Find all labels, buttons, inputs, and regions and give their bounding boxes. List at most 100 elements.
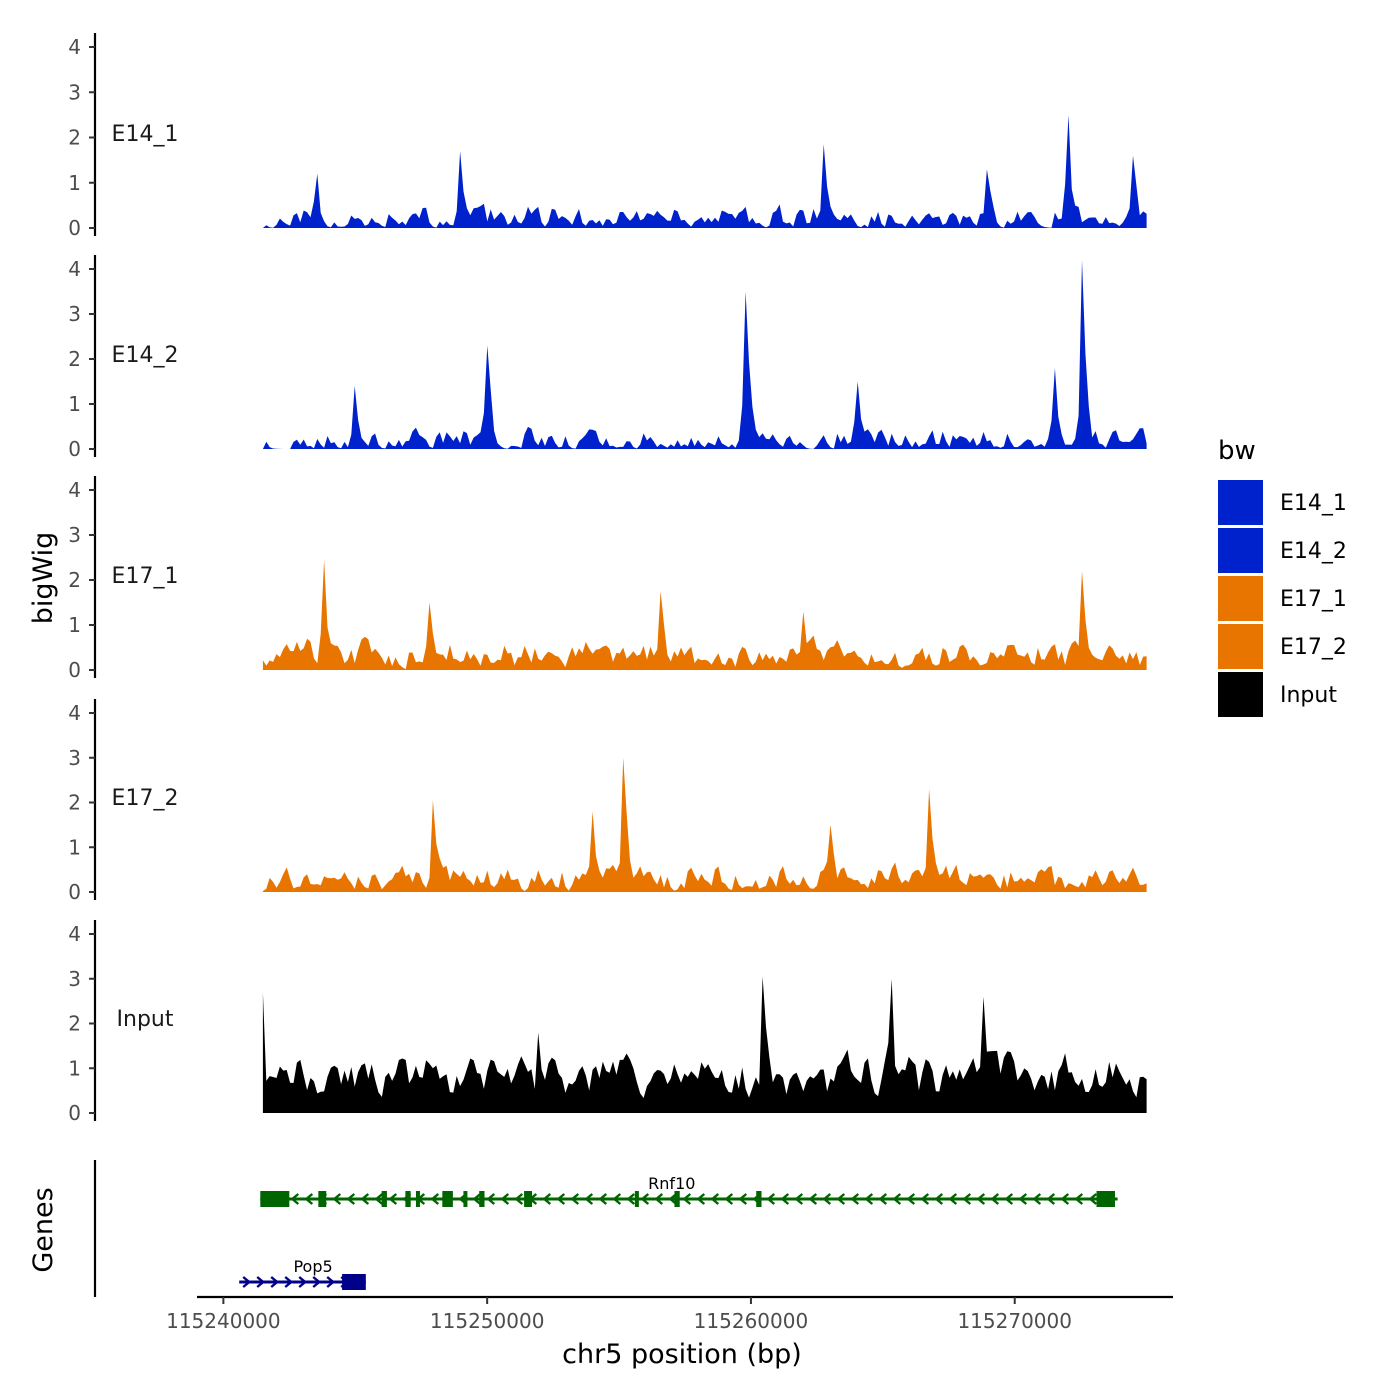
strand-arrow xyxy=(682,1193,692,1205)
strand-arrow xyxy=(934,1193,944,1205)
track-label: E17_2 xyxy=(112,786,179,811)
strand-arrow xyxy=(360,1193,370,1205)
legend-swatch xyxy=(1218,480,1263,525)
strand-arrow xyxy=(486,1193,496,1205)
strand-arrow xyxy=(290,1193,300,1205)
legend-label: E14_2 xyxy=(1280,539,1347,564)
strand-arrow xyxy=(298,1276,308,1288)
y-tick-label: 0 xyxy=(68,880,81,904)
strand-arrow xyxy=(794,1193,804,1205)
legend-title: bw xyxy=(1218,436,1256,466)
gene-track: Pop5 Rnf10 xyxy=(93,1160,1118,1297)
y-tick-label: 0 xyxy=(68,658,81,682)
strand-arrow xyxy=(668,1193,678,1205)
y-tick-label: 0 xyxy=(68,437,81,461)
y-tick-label: 2 xyxy=(68,791,81,815)
signal-area-e17-2 xyxy=(262,757,1147,892)
legend-label: E14_1 xyxy=(1280,491,1347,516)
legend-item-e14-1: E14_1 xyxy=(1218,480,1347,525)
strand-arrow xyxy=(500,1193,510,1205)
y-tick-label: 3 xyxy=(68,523,81,547)
exon xyxy=(634,1191,639,1207)
track-label: E14_2 xyxy=(112,343,179,368)
strand-arrow xyxy=(430,1193,440,1205)
strand-arrow xyxy=(270,1276,280,1288)
track-e17-2: 0 1 2 3 4 E17_2 xyxy=(68,699,1147,904)
x-tick-label: 115240000 xyxy=(166,1309,281,1333)
exon xyxy=(318,1191,327,1207)
legend-swatch xyxy=(1218,576,1263,621)
strand-arrow xyxy=(1004,1193,1014,1205)
legend-swatch xyxy=(1218,624,1263,669)
y-tick-label: 4 xyxy=(68,35,81,59)
y-tick-label: 3 xyxy=(68,80,81,104)
y-tick-label: 2 xyxy=(68,1012,81,1036)
strand-arrow xyxy=(374,1193,384,1205)
strand-arrow xyxy=(780,1193,790,1205)
y-tick-label: 1 xyxy=(68,392,81,416)
track-e14-1: 0 1 2 3 4 E14_1 xyxy=(68,33,1147,240)
strand-arrow xyxy=(304,1193,314,1205)
strand-arrow xyxy=(906,1193,916,1205)
gene-label: Rnf10 xyxy=(648,1174,695,1193)
strand-arrow xyxy=(1018,1193,1028,1205)
y-tick-label: 2 xyxy=(68,347,81,371)
legend-label: Input xyxy=(1280,683,1337,708)
y-tick-label: 4 xyxy=(68,701,81,725)
x-tick-label: 115260000 xyxy=(694,1309,809,1333)
legend-item-input: Input xyxy=(1218,672,1337,717)
strand-arrow xyxy=(920,1193,930,1205)
strand-arrow xyxy=(948,1193,958,1205)
signal-area-e14-1 xyxy=(262,114,1147,228)
legend-swatch xyxy=(1218,672,1263,717)
strand-arrow xyxy=(808,1193,818,1205)
strand-arrow xyxy=(976,1193,986,1205)
x-tick-label: 115250000 xyxy=(430,1309,545,1333)
signal-tracks: 0 1 2 3 4 E14_1 0 1 2 3 4 E14_2 0 1 2 3 4 E17_1 0 1 2 3 4 E17_2… xyxy=(68,33,1147,1125)
strand-arrow xyxy=(1046,1193,1056,1205)
legend: bw E14_1 E14_2 E17_1 E17_2 Input xyxy=(1218,436,1347,717)
y-tick-label: 0 xyxy=(68,216,81,240)
exon xyxy=(405,1191,411,1207)
exon xyxy=(260,1191,274,1207)
strand-arrow xyxy=(836,1193,846,1205)
y-tick-label: 3 xyxy=(68,967,81,991)
track-e17-1: 0 1 2 3 4 E17_1 xyxy=(68,476,1147,682)
y-tick-label: 1 xyxy=(68,835,81,859)
y-tick-label: 1 xyxy=(68,613,81,637)
signal-area-e14-2 xyxy=(262,260,1147,449)
legend-swatch xyxy=(1218,528,1263,573)
strand-arrow xyxy=(654,1193,664,1205)
strand-arrow xyxy=(766,1193,776,1205)
y-tick-label: 4 xyxy=(68,922,81,946)
gene-label: Pop5 xyxy=(293,1257,332,1276)
strand-arrow xyxy=(1074,1193,1084,1205)
genes-axis-title: Genes xyxy=(28,1187,59,1272)
gene-pop5: Pop5 xyxy=(239,1257,366,1290)
strand-arrow xyxy=(284,1276,294,1288)
strand-arrow xyxy=(640,1193,650,1205)
strand-arrow xyxy=(312,1276,322,1288)
strand-arrow xyxy=(514,1193,524,1205)
strand-arrow xyxy=(332,1193,342,1205)
track-label: Input xyxy=(117,1007,174,1032)
legend-item-e17-2: E17_2 xyxy=(1218,624,1347,669)
strand-arrow xyxy=(892,1193,902,1205)
strand-arrow xyxy=(472,1193,482,1205)
strand-arrow xyxy=(962,1193,972,1205)
strand-arrow xyxy=(990,1193,1000,1205)
strand-arrow xyxy=(626,1193,636,1205)
exon xyxy=(342,1274,366,1290)
strand-arrow xyxy=(1032,1193,1042,1205)
track-label: E14_1 xyxy=(112,122,179,147)
track-label: E17_1 xyxy=(112,564,179,589)
strand-arrow xyxy=(696,1193,706,1205)
strand-arrow xyxy=(542,1193,552,1205)
strand-arrow xyxy=(326,1276,336,1288)
exon xyxy=(415,1191,420,1207)
strand-arrow xyxy=(822,1193,832,1205)
x-axis-title: chr5 position (bp) xyxy=(562,1339,802,1370)
exon xyxy=(442,1191,453,1207)
exon xyxy=(524,1191,533,1207)
